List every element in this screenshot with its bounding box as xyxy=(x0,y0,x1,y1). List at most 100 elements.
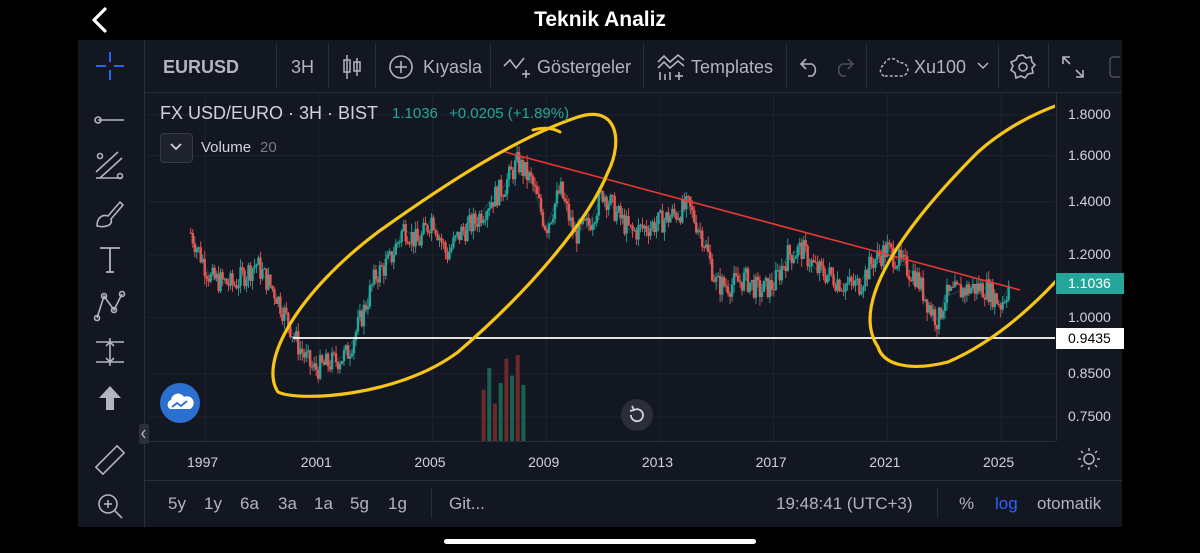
redo-icon[interactable] xyxy=(832,56,856,78)
candle-body xyxy=(402,224,405,231)
candle-body xyxy=(392,255,395,263)
candle-body xyxy=(523,162,527,176)
candle-body xyxy=(872,264,875,268)
range-button-1a[interactable]: 1a xyxy=(314,494,333,513)
candle-body xyxy=(937,307,941,330)
symbol-button[interactable]: EURUSD xyxy=(163,57,240,77)
crosshair-icon[interactable] xyxy=(92,48,128,84)
candle-body xyxy=(665,212,668,221)
cloud-sync-icon[interactable] xyxy=(159,382,201,424)
candle-body xyxy=(822,265,825,276)
candle-body xyxy=(557,190,561,194)
compare-plus-icon[interactable] xyxy=(388,54,414,80)
collapse-toolbar-icon[interactable] xyxy=(139,424,149,444)
candle-body xyxy=(400,230,403,242)
candle-body xyxy=(862,286,865,292)
candles-icon[interactable] xyxy=(340,52,364,82)
candle-body xyxy=(870,256,873,265)
arrow-up-icon[interactable] xyxy=(92,380,128,416)
candle-body xyxy=(675,213,678,220)
compare-button[interactable]: Kıyasla xyxy=(423,57,483,77)
candle-body xyxy=(943,302,947,311)
candle-body xyxy=(639,224,642,226)
candle-body xyxy=(832,274,835,286)
ruler-icon[interactable] xyxy=(92,442,128,478)
range-button-1y[interactable]: 1y xyxy=(204,494,222,513)
range-button-5g[interactable]: 5g xyxy=(350,494,369,513)
measure-tool-icon[interactable] xyxy=(92,334,128,370)
candle-body xyxy=(834,285,837,291)
candle-body xyxy=(758,280,762,297)
candle-body xyxy=(643,226,646,229)
templates-icon[interactable] xyxy=(656,52,686,82)
candle-body xyxy=(667,212,670,223)
candle-body xyxy=(472,213,475,232)
layout-button[interactable]: Xu100 xyxy=(914,57,967,77)
candle-body xyxy=(736,275,740,282)
sun-icon[interactable] xyxy=(1077,447,1101,471)
range-button-5y[interactable]: 5y xyxy=(168,494,186,513)
candle-body xyxy=(386,254,389,259)
candle-body xyxy=(396,242,399,244)
gear-icon[interactable] xyxy=(1008,52,1038,82)
candle-body xyxy=(617,206,620,212)
price-chart[interactable] xyxy=(148,92,1055,441)
time-axis[interactable] xyxy=(148,441,1055,480)
candle-body xyxy=(279,296,282,314)
range-button-6a[interactable]: 6a xyxy=(240,494,259,513)
chevron-down-icon[interactable] xyxy=(976,60,990,72)
zoom-in-icon[interactable] xyxy=(92,488,128,524)
candle-body xyxy=(233,284,236,286)
candle-body xyxy=(197,247,200,249)
candle-body xyxy=(854,280,857,286)
candle-body xyxy=(193,243,196,253)
text-tool-icon[interactable] xyxy=(92,242,128,278)
range-button-1g[interactable]: 1g xyxy=(388,494,407,513)
goto-date-button[interactable]: Git... xyxy=(449,494,485,513)
candle-body xyxy=(740,281,744,291)
cloud-icon[interactable] xyxy=(876,56,910,78)
price-tick-label: 1.8000 xyxy=(1068,106,1111,122)
volume-bar xyxy=(515,355,520,441)
interval-button[interactable]: 3H xyxy=(291,57,315,77)
candle-body xyxy=(458,231,461,241)
candle-body xyxy=(350,353,354,356)
home-indicator xyxy=(444,539,756,544)
candle-body xyxy=(225,278,228,285)
candle-body xyxy=(527,172,531,181)
candle-body xyxy=(219,272,222,292)
indicators-button[interactable]: Göstergeler xyxy=(537,57,632,77)
candle-body xyxy=(1005,299,1008,303)
collapse-legend-button[interactable] xyxy=(160,133,193,163)
candle-body xyxy=(599,190,602,193)
price-tick-label: 0.7500 xyxy=(1068,408,1111,424)
log-toggle[interactable]: log xyxy=(995,494,1018,513)
chart-app xyxy=(78,40,1122,527)
fib-tool-icon[interactable] xyxy=(92,148,128,184)
clock-display[interactable]: 19:48:41 (UTC+3) xyxy=(776,494,913,513)
auto-scale-toggle[interactable]: otomatik xyxy=(1037,494,1102,513)
brush-icon[interactable] xyxy=(92,196,128,232)
candle-body xyxy=(724,285,728,287)
fullscreen-icon[interactable] xyxy=(1060,54,1086,80)
snapshot-icon[interactable] xyxy=(1106,54,1120,80)
back-chevron-icon[interactable] xyxy=(86,6,114,34)
pattern-tool-icon[interactable] xyxy=(92,288,128,324)
candle-body xyxy=(975,283,979,294)
candle-body xyxy=(507,166,511,180)
templates-button[interactable]: Templates xyxy=(691,57,774,77)
price-scale[interactable] xyxy=(1056,92,1123,441)
trendline[interactable] xyxy=(504,151,1021,291)
percent-toggle[interactable]: % xyxy=(959,494,975,513)
range-button-3a[interactable]: 3a xyxy=(278,494,297,513)
indicators-icon[interactable] xyxy=(502,54,532,80)
undo-icon[interactable] xyxy=(798,56,822,78)
candle-body xyxy=(995,293,998,305)
candle-body xyxy=(354,331,358,341)
candle-body xyxy=(983,297,986,300)
candle-body xyxy=(884,245,887,257)
reset-chart-icon[interactable] xyxy=(620,398,654,432)
candle-body xyxy=(275,298,278,304)
trendline-tool-icon[interactable] xyxy=(92,102,128,138)
candle-body xyxy=(446,252,449,260)
